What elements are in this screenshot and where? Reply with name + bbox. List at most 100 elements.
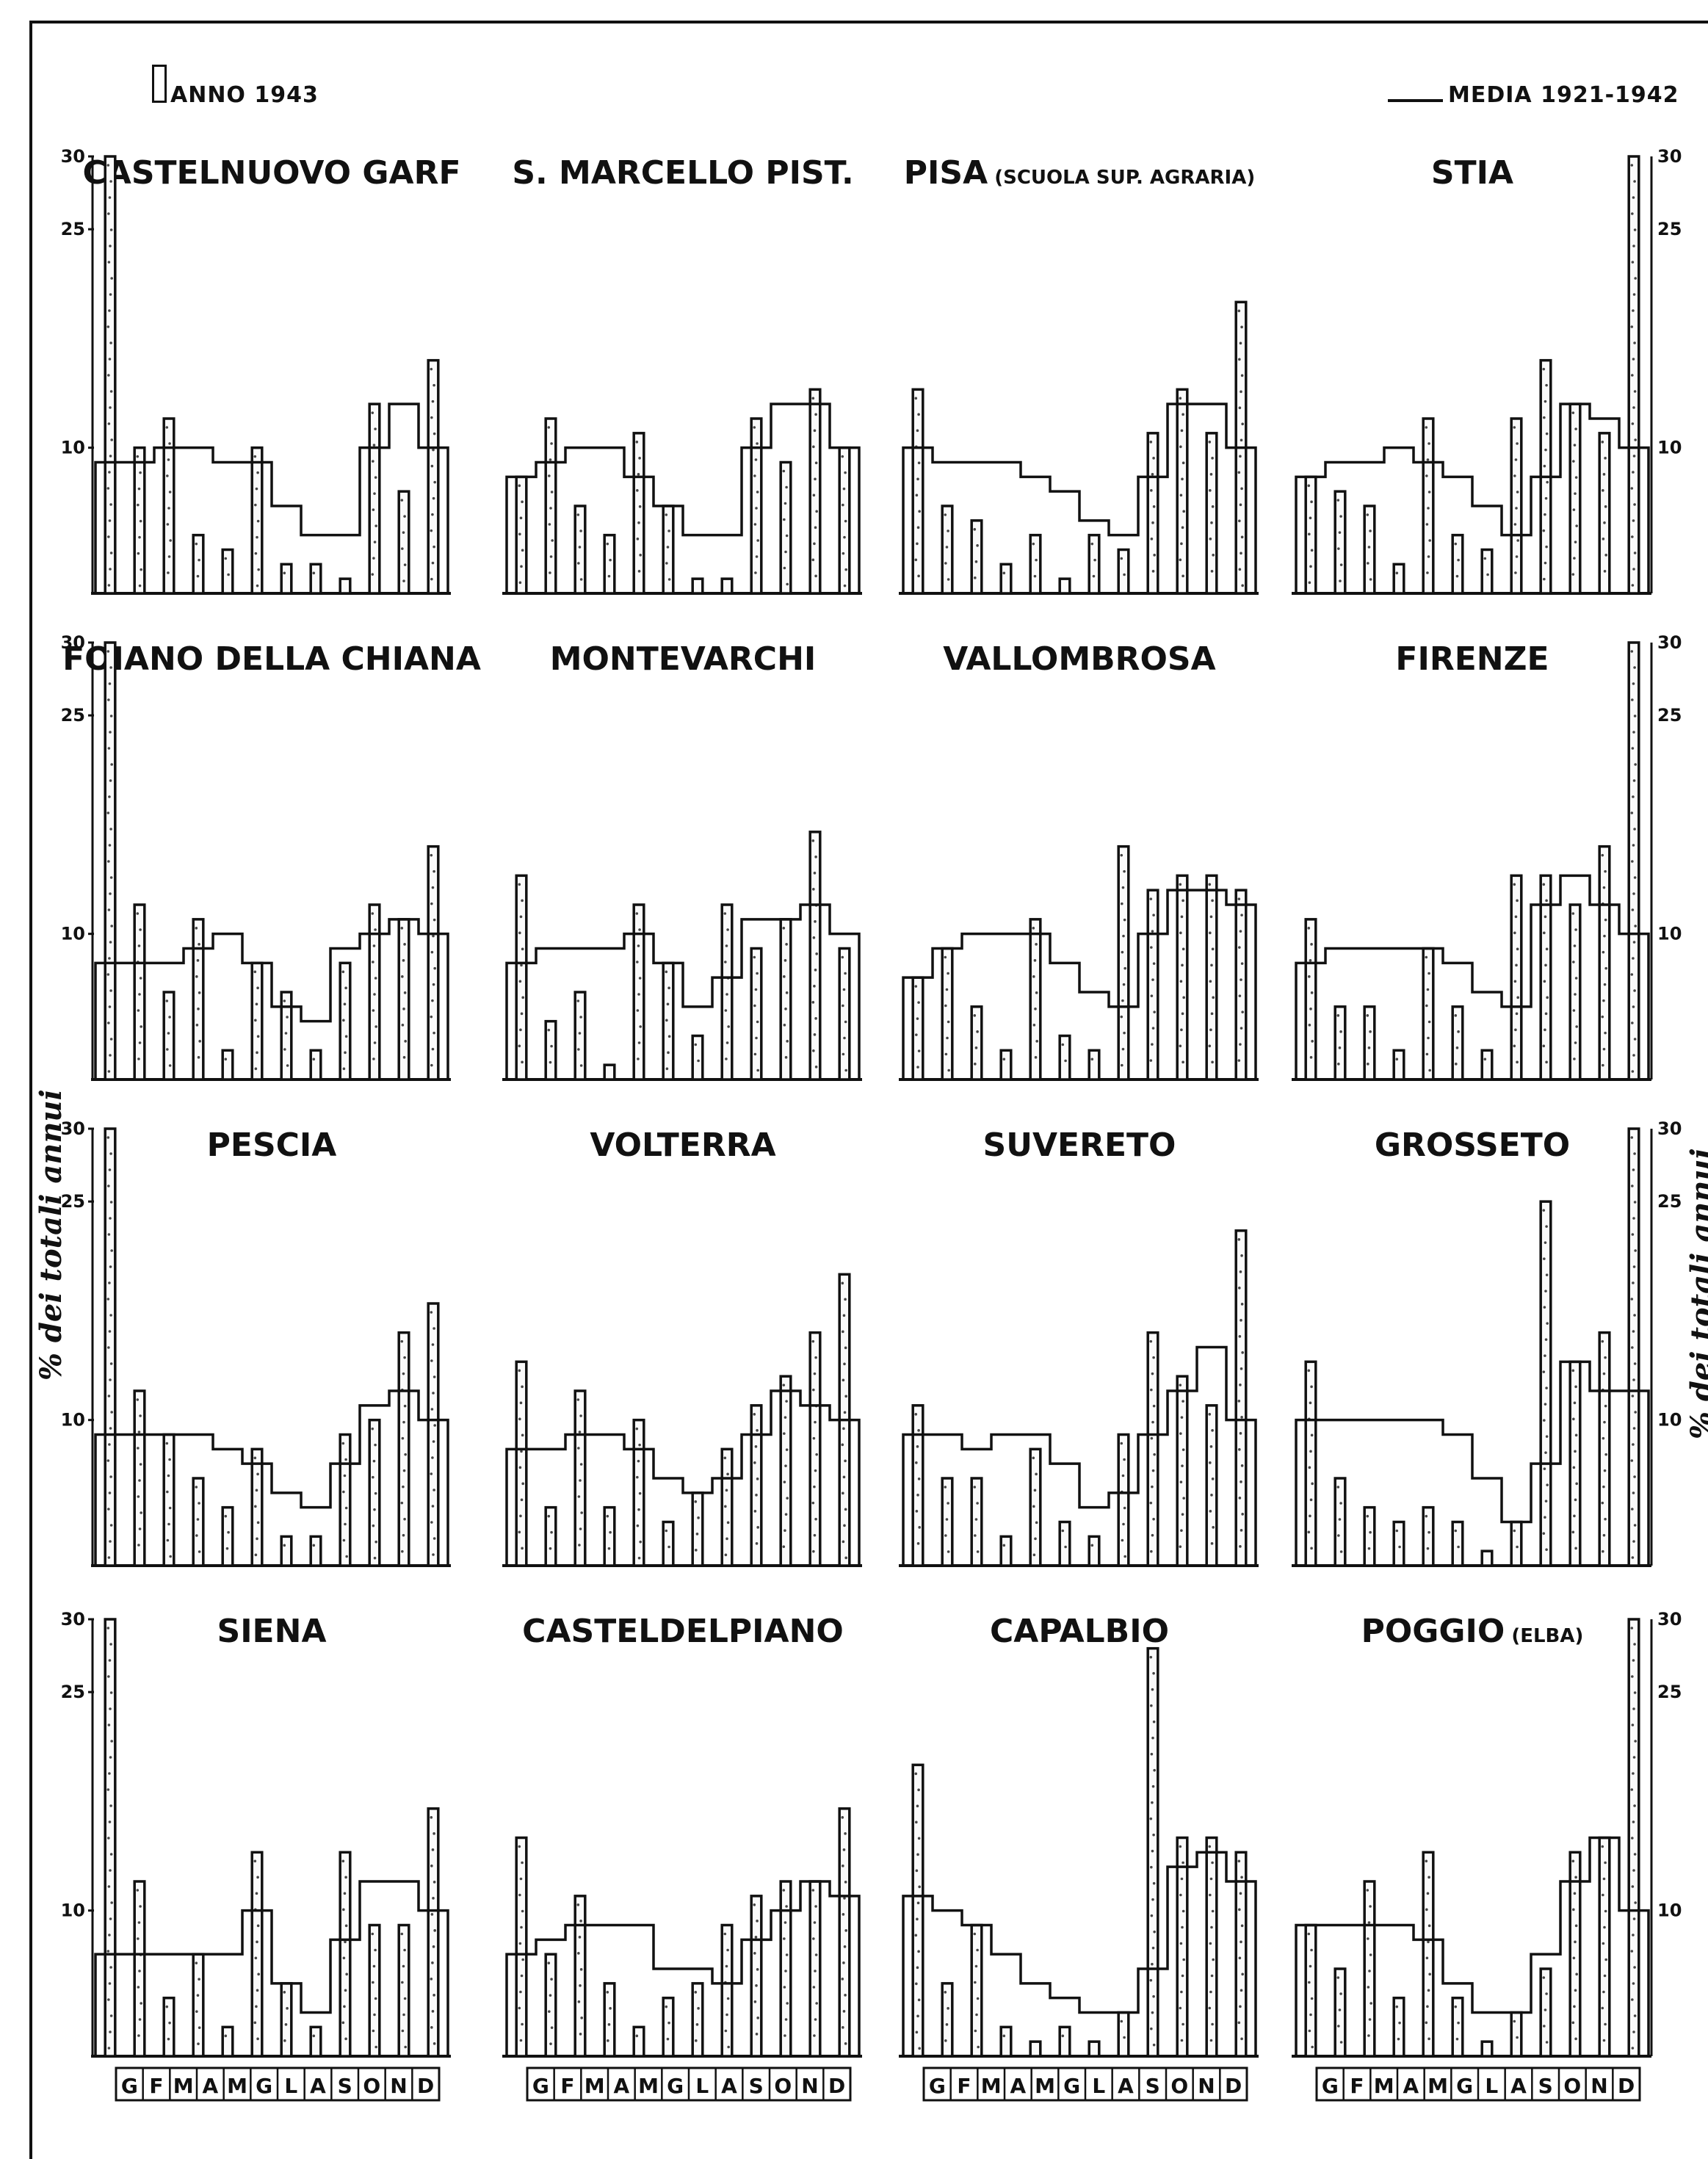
bar-texture bbox=[1633, 551, 1637, 554]
bar-texture bbox=[784, 1970, 787, 1972]
bar-texture bbox=[667, 1051, 670, 1055]
bar-texture bbox=[842, 487, 846, 491]
bar bbox=[750, 947, 763, 1081]
bar-texture bbox=[915, 493, 919, 497]
bar-texture bbox=[518, 581, 522, 585]
bar bbox=[1363, 1880, 1376, 2058]
bar-texture bbox=[1032, 927, 1035, 930]
bar-texture bbox=[286, 1016, 289, 1019]
bar-texture bbox=[1571, 1859, 1575, 1863]
bar-texture bbox=[1575, 1025, 1578, 1028]
bar-texture bbox=[1516, 899, 1519, 903]
bar bbox=[515, 874, 528, 1081]
bar-texture bbox=[1571, 573, 1575, 576]
bar-texture bbox=[1428, 1068, 1431, 1072]
bar-texture bbox=[107, 860, 110, 863]
bar-texture bbox=[1308, 975, 1311, 978]
bar-texture bbox=[372, 508, 375, 511]
bar-texture bbox=[518, 1530, 521, 1534]
bar-texture bbox=[139, 519, 142, 523]
bar-texture bbox=[1395, 1529, 1399, 1533]
bar-texture bbox=[726, 1521, 730, 1525]
bar-texture bbox=[1604, 966, 1607, 970]
bar-texture bbox=[841, 1281, 844, 1285]
bar-texture bbox=[975, 2013, 978, 2017]
bar-texture bbox=[1574, 476, 1578, 479]
bar-texture bbox=[844, 1395, 847, 1398]
month-label: F bbox=[957, 2074, 971, 2098]
bar-texture bbox=[914, 985, 918, 988]
bar-texture bbox=[402, 531, 405, 534]
bar-texture bbox=[973, 1014, 977, 1017]
bar-texture bbox=[520, 1925, 523, 1929]
bar-texture bbox=[944, 955, 947, 959]
bar-texture bbox=[812, 1986, 816, 1989]
bar bbox=[1088, 533, 1101, 595]
bar-texture bbox=[109, 390, 113, 393]
bar bbox=[162, 991, 175, 1081]
bar-texture bbox=[253, 970, 257, 974]
bar-texture bbox=[1308, 1466, 1311, 1469]
bar-texture bbox=[1602, 1893, 1604, 1897]
bar-texture bbox=[137, 1921, 141, 1924]
bar-texture bbox=[1515, 963, 1518, 967]
bar-texture bbox=[342, 1490, 345, 1494]
mean-step-line bbox=[1295, 874, 1650, 1080]
bar-texture bbox=[1515, 555, 1519, 558]
bar-texture bbox=[1369, 2002, 1372, 2005]
bar-texture bbox=[108, 1982, 112, 1985]
bar-texture bbox=[344, 2037, 347, 2041]
bar-texture bbox=[944, 1004, 947, 1008]
bar-texture bbox=[976, 1030, 979, 1033]
bar-texture bbox=[1121, 1063, 1123, 1067]
bar-texture bbox=[844, 1881, 847, 1884]
bar-texture bbox=[107, 1508, 110, 1511]
bar bbox=[280, 991, 293, 1081]
bar-texture bbox=[1238, 1497, 1242, 1500]
bar-texture bbox=[723, 1932, 727, 1936]
bar-texture bbox=[843, 1945, 847, 1948]
bar bbox=[1304, 1360, 1317, 1567]
bar-texture bbox=[1545, 947, 1549, 951]
bar-texture bbox=[1425, 1859, 1428, 1863]
bar-texture bbox=[1513, 1529, 1516, 1533]
bar-texture bbox=[140, 1511, 142, 1514]
bar-texture bbox=[1369, 1905, 1372, 1908]
bar-texture bbox=[198, 1978, 200, 1981]
bar-texture bbox=[1603, 1469, 1607, 1472]
bar-texture bbox=[1543, 416, 1546, 419]
bar-texture bbox=[843, 1524, 846, 1527]
bar-texture bbox=[916, 1804, 919, 1808]
bar bbox=[573, 505, 587, 595]
bar bbox=[1334, 1967, 1347, 2058]
bar-texture bbox=[756, 1920, 759, 1923]
bar-texture bbox=[1210, 963, 1213, 967]
bar-texture bbox=[109, 941, 112, 944]
bar-texture bbox=[108, 309, 111, 312]
bar-texture bbox=[1634, 1901, 1637, 1904]
bar-texture bbox=[1208, 1413, 1212, 1416]
bar-texture bbox=[518, 883, 521, 886]
bar-texture bbox=[1337, 2025, 1340, 2028]
bar-texture bbox=[811, 558, 815, 562]
bar-texture bbox=[916, 1066, 919, 1068]
bar-texture bbox=[374, 977, 377, 980]
bar-texture bbox=[783, 975, 786, 978]
bar-texture bbox=[165, 999, 169, 1002]
bar-texture bbox=[1150, 1752, 1154, 1756]
bar-texture bbox=[1240, 1989, 1243, 1992]
bar-texture bbox=[431, 399, 435, 403]
bar-texture bbox=[1151, 978, 1154, 981]
bar bbox=[1598, 432, 1611, 595]
bar-texture bbox=[109, 2014, 113, 2017]
bar-texture bbox=[973, 1486, 977, 1489]
month-label: S bbox=[1538, 2074, 1553, 2098]
bar-texture bbox=[1179, 1384, 1182, 1386]
bar-texture bbox=[973, 1932, 977, 1936]
bar-texture bbox=[579, 1463, 583, 1466]
bar-texture bbox=[1454, 1014, 1458, 1017]
bar-texture bbox=[784, 2018, 788, 2021]
bar-texture bbox=[667, 986, 670, 990]
bar-texture bbox=[519, 2039, 523, 2042]
